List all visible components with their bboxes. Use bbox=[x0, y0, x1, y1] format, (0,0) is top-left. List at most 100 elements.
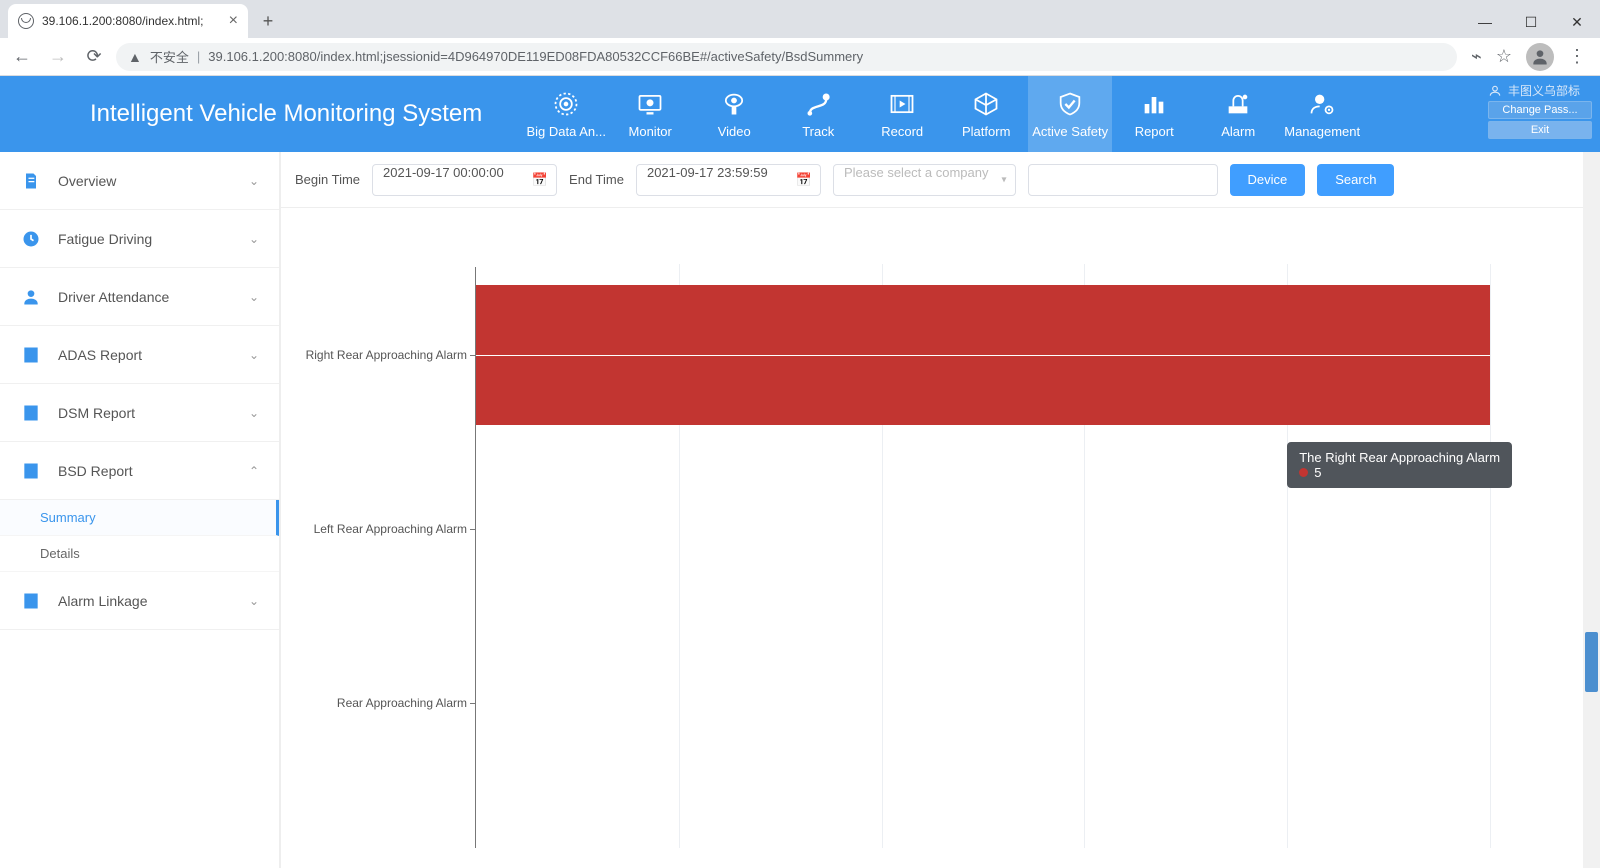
sidebar-sub-summary[interactable]: Summary bbox=[0, 500, 279, 536]
nav-report[interactable]: Report bbox=[1112, 76, 1196, 152]
device-button[interactable]: Device bbox=[1230, 164, 1306, 196]
chevron-down-icon: ⌄ bbox=[249, 290, 259, 304]
new-tab-button[interactable]: + bbox=[254, 7, 282, 35]
search-text-input[interactable] bbox=[1028, 164, 1218, 196]
sidebar-item-label: Driver Attendance bbox=[58, 289, 169, 305]
end-time-label: End Time bbox=[569, 172, 624, 187]
change-password-button[interactable]: Change Pass... bbox=[1488, 101, 1592, 119]
nav-label: Active Safety bbox=[1032, 124, 1108, 139]
chart-y-label: Right Rear Approaching Alarm bbox=[306, 348, 467, 362]
sidebar-sub-details[interactable]: Details bbox=[0, 536, 279, 572]
profile-avatar-icon[interactable] bbox=[1526, 43, 1554, 71]
sidebar-item-fatigue[interactable]: Fatigue Driving ⌄ bbox=[0, 210, 279, 268]
company-select[interactable]: Please select a company ▾ bbox=[833, 164, 1016, 196]
back-button[interactable]: ← bbox=[8, 43, 36, 71]
document-icon bbox=[20, 170, 42, 192]
maximize-button[interactable]: ☐ bbox=[1508, 6, 1554, 38]
filter-bar: Begin Time 2021-09-17 00:00:00 📅 End Tim… bbox=[281, 152, 1600, 208]
search-button[interactable]: Search bbox=[1317, 164, 1394, 196]
sidebar-item-label: Alarm Linkage bbox=[58, 593, 148, 609]
chevron-down-icon: ⌄ bbox=[249, 594, 259, 608]
user-icon bbox=[1488, 84, 1502, 98]
close-window-button[interactable]: ✕ bbox=[1554, 6, 1600, 38]
cube-icon bbox=[972, 90, 1000, 118]
sidebar-item-overview[interactable]: Overview ⌄ bbox=[0, 152, 279, 210]
sidebar: Overview ⌄ Fatigue Driving ⌄ Driver Atte… bbox=[0, 152, 280, 868]
vertical-scrollbar[interactable] bbox=[1583, 152, 1600, 868]
begin-time-input[interactable]: 2021-09-17 00:00:00 📅 bbox=[372, 164, 557, 196]
app-header: Intelligent Vehicle Monitoring System Bi… bbox=[0, 76, 1600, 152]
sidebar-item-dsm[interactable]: DSM Report ⌄ bbox=[0, 384, 279, 442]
chevron-down-icon: ⌄ bbox=[249, 406, 259, 420]
reload-button[interactable]: ⟳ bbox=[80, 43, 108, 71]
nav-active-safety[interactable]: Active Safety bbox=[1028, 76, 1112, 152]
sidebar-sub-label: Details bbox=[40, 546, 80, 561]
nav-label: Track bbox=[802, 124, 834, 139]
globe-icon bbox=[18, 13, 34, 29]
nav-label: Big Data An... bbox=[526, 124, 606, 139]
forward-button[interactable]: → bbox=[44, 43, 72, 71]
nav-label: Management bbox=[1284, 124, 1360, 139]
nav-big-data[interactable]: Big Data An... bbox=[524, 76, 608, 152]
begin-time-value: 2021-09-17 00:00:00 bbox=[383, 165, 504, 180]
browser-tab[interactable]: 39.106.1.200:8080/index.html; × bbox=[8, 4, 248, 38]
address-bar[interactable]: ▲ 不安全 | 39.106.1.200:8080/index.html;jse… bbox=[116, 43, 1457, 71]
window-controls: — ☐ ✕ bbox=[1462, 6, 1600, 38]
tab-close-icon[interactable]: × bbox=[229, 12, 238, 30]
nav-monitor[interactable]: Monitor bbox=[608, 76, 692, 152]
user-block: 丰图义乌部标 Change Pass... Exit bbox=[1480, 76, 1600, 152]
address-separator: | bbox=[197, 49, 200, 64]
chart-y-label: Left Rear Approaching Alarm bbox=[314, 522, 467, 536]
chevron-down-icon: ▾ bbox=[1001, 174, 1006, 185]
chevron-down-icon: ⌄ bbox=[249, 174, 259, 188]
film-icon bbox=[888, 90, 916, 118]
nav-platform[interactable]: Platform bbox=[944, 76, 1028, 152]
nav-label: Platform bbox=[962, 124, 1010, 139]
sidebar-item-bsd[interactable]: BSD Report ⌃ bbox=[0, 442, 279, 500]
sidebar-item-label: ADAS Report bbox=[58, 347, 142, 363]
minimize-button[interactable]: — bbox=[1462, 6, 1508, 38]
browser-toolbar: ← → ⟳ ▲ 不安全 | 39.106.1.200:8080/index.ht… bbox=[0, 38, 1600, 76]
key-icon[interactable]: ⌁ bbox=[1471, 46, 1482, 67]
scrollbar-thumb[interactable] bbox=[1585, 632, 1598, 692]
sidebar-item-label: DSM Report bbox=[58, 405, 135, 421]
menu-icon[interactable]: ⋮ bbox=[1568, 46, 1586, 67]
nav-label: Monitor bbox=[629, 124, 672, 139]
report-icon bbox=[20, 460, 42, 482]
chevron-down-icon: ⌄ bbox=[249, 232, 259, 246]
nav-record[interactable]: Record bbox=[860, 76, 944, 152]
nav-management[interactable]: Management bbox=[1280, 76, 1364, 152]
report-icon bbox=[20, 402, 42, 424]
user-name: 丰图义乌部标 bbox=[1508, 82, 1580, 99]
browser-tab-strip: 39.106.1.200:8080/index.html; × + — ☐ ✕ bbox=[0, 0, 1600, 38]
report-icon bbox=[20, 344, 42, 366]
route-icon bbox=[804, 90, 832, 118]
nav-video[interactable]: Video bbox=[692, 76, 776, 152]
chart-container: Right Rear Approaching Alarm Left Rear Ap… bbox=[281, 208, 1600, 868]
exit-button[interactable]: Exit bbox=[1488, 121, 1592, 139]
end-time-value: 2021-09-17 23:59:59 bbox=[647, 165, 768, 180]
sidebar-item-linkage[interactable]: Alarm Linkage ⌄ bbox=[0, 572, 279, 630]
calendar-icon: 📅 bbox=[532, 172, 548, 188]
bar-chart-icon bbox=[1140, 90, 1168, 118]
main-area: Overview ⌄ Fatigue Driving ⌄ Driver Atte… bbox=[0, 152, 1600, 868]
sidebar-item-driver[interactable]: Driver Attendance ⌄ bbox=[0, 268, 279, 326]
content-panel: Begin Time 2021-09-17 00:00:00 📅 End Tim… bbox=[280, 152, 1600, 868]
star-icon[interactable]: ☆ bbox=[1496, 46, 1512, 67]
sidebar-sub-label: Summary bbox=[40, 510, 96, 525]
nav-track[interactable]: Track bbox=[776, 76, 860, 152]
sidebar-item-adas[interactable]: ADAS Report ⌄ bbox=[0, 326, 279, 384]
user-name-row: 丰图义乌部标 bbox=[1488, 82, 1592, 99]
nav-alarm[interactable]: Alarm bbox=[1196, 76, 1280, 152]
clock-icon bbox=[20, 228, 42, 250]
address-url: 39.106.1.200:8080/index.html;jsessionid=… bbox=[208, 49, 863, 64]
shield-check-icon bbox=[1056, 90, 1084, 118]
link-icon bbox=[20, 590, 42, 612]
alarm-icon bbox=[1224, 90, 1252, 118]
begin-time-label: Begin Time bbox=[295, 172, 360, 187]
user-gear-icon bbox=[1308, 90, 1336, 118]
camera-icon bbox=[720, 90, 748, 118]
end-time-input[interactable]: 2021-09-17 23:59:59 📅 bbox=[636, 164, 821, 196]
chart-bar[interactable] bbox=[476, 285, 1490, 424]
calendar-icon: 📅 bbox=[796, 172, 812, 188]
